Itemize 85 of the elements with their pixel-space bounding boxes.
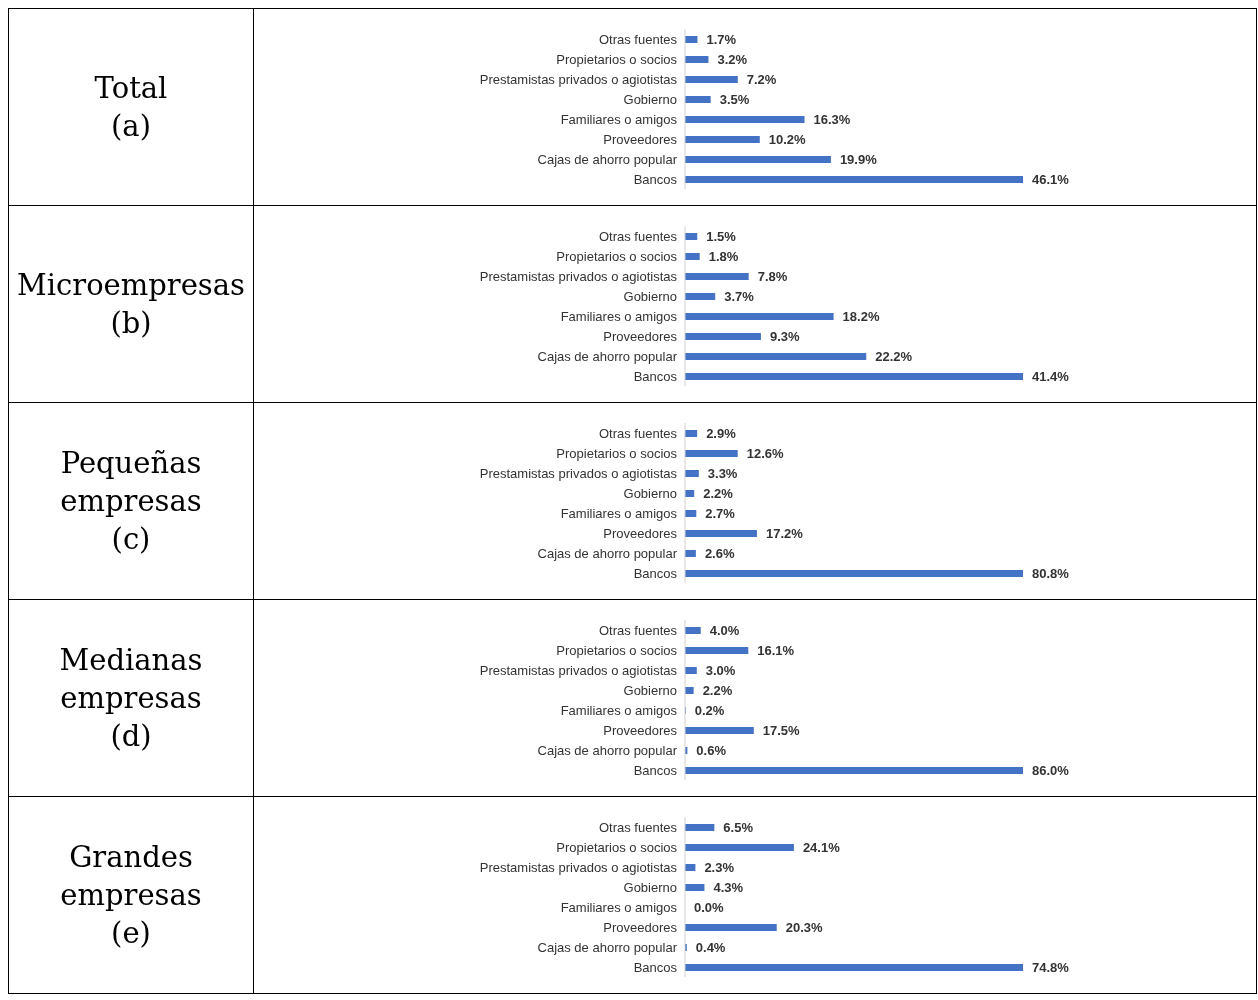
y-tick-label: Familiares o amigos — [560, 111, 678, 127]
y-tick-label: Proveedores — [603, 328, 678, 344]
y-tick-label: Bancos — [633, 762, 678, 778]
y-axis-title: Grandes empresas (e) — [60, 840, 202, 950]
y-tick-label: Bancos — [633, 171, 678, 187]
y-tick-label: Gobierno — [623, 91, 677, 107]
y-tick-label: Cajas de ahorro popular — [537, 545, 678, 561]
data-label: 12.6% — [746, 445, 785, 461]
y-tick-label: Familiares o amigos — [560, 899, 678, 915]
data-label: 0.2% — [694, 702, 725, 718]
y-tick-label: Propietarios o socios — [556, 248, 678, 264]
y-tick-label: Prestamistas privados o agiotistas — [479, 71, 678, 87]
data-label: 9.3% — [769, 328, 800, 344]
data-label: 80.8% — [1032, 565, 1070, 581]
data-label: 4.3% — [713, 879, 744, 895]
data-label: 20.3% — [785, 919, 824, 935]
y-tick-label: Otras fuentes — [598, 228, 678, 244]
y-tick-label: Gobierno — [623, 879, 677, 895]
y-tick-label: Otras fuentes — [598, 819, 678, 835]
y-tick-label: Prestamistas privados o agiotistas — [479, 859, 678, 875]
data-label: 41.4% — [1032, 368, 1070, 384]
data-label: 24.1% — [802, 839, 841, 855]
data-label: 74.8% — [1032, 959, 1070, 975]
y-tick-label: Cajas de ahorro popular — [537, 348, 678, 364]
y-tick-label: Otras fuentes — [598, 31, 678, 47]
data-label: 86.0% — [1032, 762, 1070, 778]
data-label: 17.5% — [762, 722, 801, 738]
y-tick-label: Bancos — [633, 565, 678, 581]
y-tick-label: Cajas de ahorro popular — [537, 151, 678, 167]
y-tick-label: Proveedores — [603, 722, 678, 738]
data-label: 19.9% — [839, 151, 878, 167]
y-axis-title: Pequeñas empresas (c) — [60, 446, 202, 556]
data-label: 22.2% — [875, 348, 913, 364]
y-tick-label: Propietarios o socios — [556, 642, 678, 658]
y-tick-label: Prestamistas privados o agiotistas — [479, 465, 678, 481]
data-label: 46.1% — [1032, 171, 1070, 187]
data-label: 3.7% — [724, 288, 755, 304]
data-label: 7.2% — [746, 71, 777, 87]
data-label: 2.7% — [705, 505, 736, 521]
data-label: 4.0% — [709, 622, 740, 638]
y-tick-label: Proveedores — [603, 525, 678, 541]
data-label: 3.5% — [719, 91, 750, 107]
y-tick-label: Familiares o amigos — [560, 505, 678, 521]
data-label: 1.8% — [708, 248, 739, 264]
data-label: 2.6% — [704, 545, 735, 561]
y-tick-label: Gobierno — [623, 682, 677, 698]
y-tick-label: Bancos — [633, 368, 678, 384]
y-tick-label: Proveedores — [603, 919, 678, 935]
data-label: 2.2% — [702, 682, 733, 698]
y-tick-label: Familiares o amigos — [560, 308, 678, 324]
data-label: 2.9% — [706, 425, 737, 441]
data-label: 17.2% — [765, 525, 804, 541]
data-label: 10.2% — [768, 131, 807, 147]
data-label: 0.6% — [696, 742, 727, 758]
y-tick-label: Propietarios o socios — [556, 839, 678, 855]
y-tick-label: Bancos — [633, 959, 678, 975]
data-label: 6.5% — [723, 819, 754, 835]
y-axis-title: Microempresas (b) — [17, 268, 245, 340]
data-label: 2.3% — [704, 859, 735, 875]
data-label: 0.0% — [694, 899, 725, 915]
y-tick-label: Otras fuentes — [598, 425, 678, 441]
data-label: 3.3% — [707, 465, 738, 481]
data-label: 7.8% — [757, 268, 788, 284]
data-label: 2.2% — [703, 485, 734, 501]
data-label: 3.0% — [705, 662, 736, 678]
y-tick-label: Familiares o amigos — [560, 702, 678, 718]
y-axis-title: Medianas empresas (d) — [59, 643, 203, 753]
y-tick-label: Cajas de ahorro popular — [537, 939, 678, 955]
y-tick-label: Otras fuentes — [598, 622, 678, 638]
data-label: 1.7% — [706, 31, 737, 47]
y-tick-label: Gobierno — [623, 288, 677, 304]
y-tick-label: Cajas de ahorro popular — [537, 742, 678, 758]
data-label: 16.3% — [813, 111, 851, 127]
data-label: 16.1% — [757, 642, 795, 658]
y-tick-label: Prestamistas privados o agiotistas — [479, 662, 678, 678]
data-label: 18.2% — [842, 308, 880, 324]
y-tick-label: Gobierno — [623, 485, 677, 501]
data-label: 1.5% — [706, 228, 737, 244]
y-axis-title: Total (a) — [94, 71, 168, 143]
y-tick-label: Propietarios o socios — [556, 51, 678, 67]
y-tick-label: Propietarios o socios — [556, 445, 678, 461]
data-label: 3.2% — [717, 51, 748, 67]
data-label: 0.4% — [695, 939, 726, 955]
y-tick-label: Proveedores — [603, 131, 678, 147]
y-tick-label: Prestamistas privados o agiotistas — [479, 268, 678, 284]
